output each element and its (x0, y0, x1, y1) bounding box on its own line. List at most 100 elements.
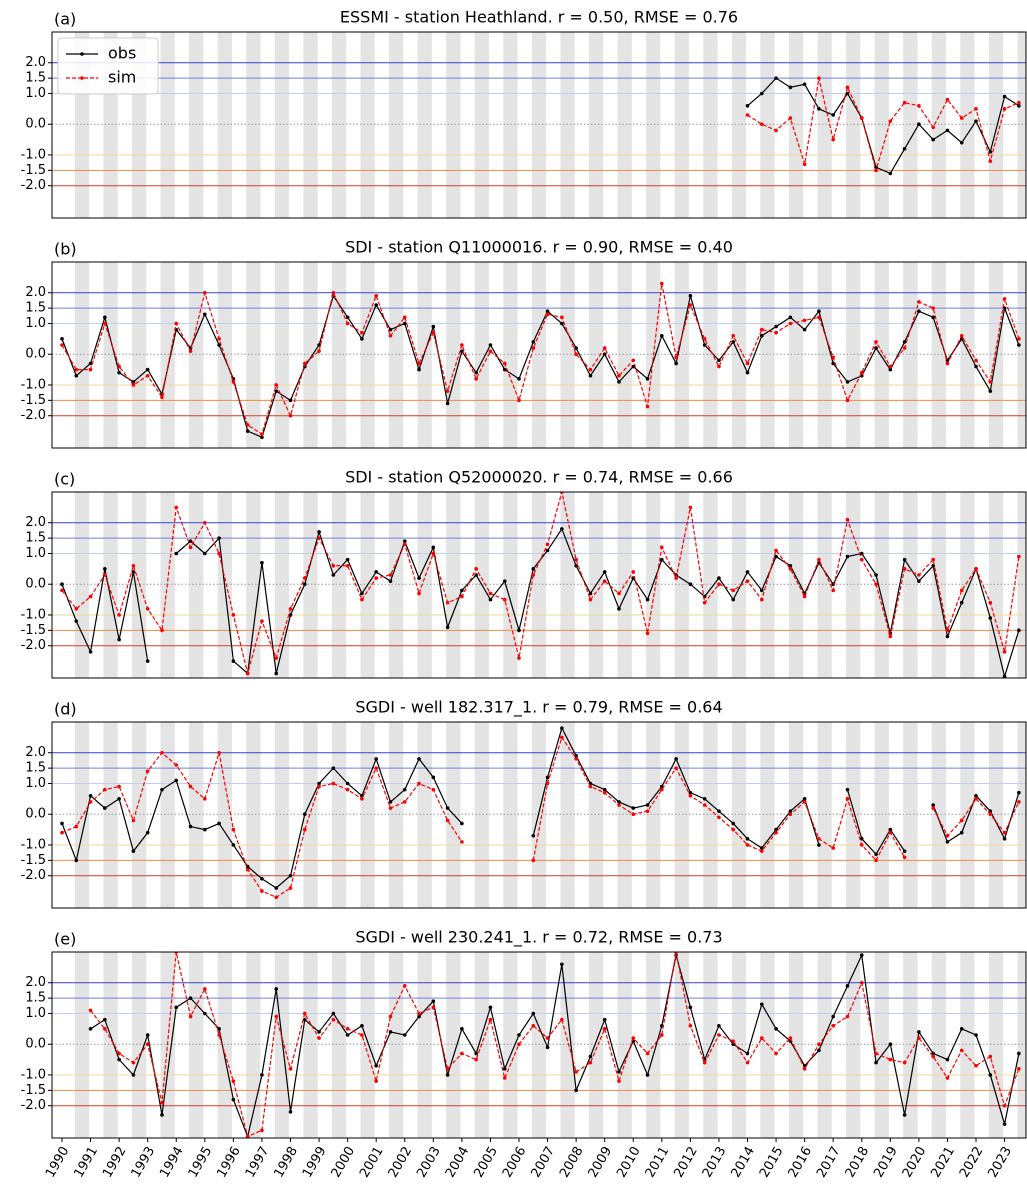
point (1002, 1122, 1007, 1126)
point (188, 1014, 193, 1019)
point (331, 1017, 336, 1022)
point (460, 343, 464, 347)
point (888, 119, 893, 123)
point (845, 984, 850, 988)
point (802, 318, 807, 323)
point (645, 631, 650, 636)
point (831, 846, 835, 850)
season-band (703, 262, 718, 448)
season-band (1017, 952, 1026, 1138)
x-tick-label: 1991 (72, 1144, 102, 1180)
season-band (560, 32, 575, 218)
point (945, 97, 950, 102)
point (345, 787, 350, 792)
point (388, 327, 393, 332)
point (74, 619, 79, 623)
point (774, 330, 778, 335)
season-band (731, 492, 747, 678)
season-band (988, 32, 1004, 218)
season-band (103, 722, 118, 908)
point (917, 1030, 921, 1034)
point (602, 579, 607, 583)
season-band (417, 492, 432, 678)
point (445, 401, 450, 406)
point (331, 766, 336, 770)
point (117, 797, 121, 801)
point (831, 1014, 835, 1019)
point (374, 757, 378, 761)
point (759, 846, 764, 850)
season-band (131, 492, 147, 678)
point (731, 333, 736, 338)
point (931, 1051, 935, 1056)
season-band (246, 492, 261, 678)
point (988, 600, 993, 605)
point (688, 294, 693, 298)
y-tick-label: 2.0 (25, 975, 46, 990)
point (360, 797, 364, 801)
point (631, 806, 636, 810)
point (917, 103, 921, 108)
y-tick-label: -1.0 (21, 377, 46, 392)
point (402, 800, 407, 804)
season-band (389, 262, 404, 448)
point (817, 107, 821, 111)
point (731, 588, 736, 593)
point (360, 597, 364, 602)
point (60, 821, 64, 826)
point (260, 619, 264, 623)
point (474, 567, 478, 571)
point (431, 545, 436, 550)
point (702, 343, 707, 347)
point (288, 1110, 293, 1114)
season-band (817, 492, 832, 678)
point (845, 787, 850, 792)
point (331, 1011, 336, 1016)
point (674, 766, 678, 770)
point (874, 346, 878, 350)
point (688, 303, 693, 307)
point (402, 539, 407, 543)
point (874, 340, 878, 344)
point (874, 573, 878, 577)
point (231, 843, 236, 847)
point (745, 579, 750, 583)
point (717, 815, 721, 820)
point (617, 1079, 621, 1083)
point (160, 787, 164, 792)
point (74, 824, 79, 829)
point (417, 781, 421, 786)
point (217, 343, 221, 347)
point (174, 778, 179, 783)
point (145, 1033, 150, 1037)
season-band (531, 262, 547, 448)
point (274, 886, 279, 890)
point (859, 551, 864, 556)
point (231, 380, 236, 384)
season-band (246, 722, 261, 908)
season-band (674, 492, 689, 678)
season-band (446, 492, 461, 678)
point (174, 763, 179, 767)
point (945, 1076, 950, 1080)
point (60, 343, 64, 347)
point (959, 600, 964, 605)
point (531, 573, 536, 577)
point (474, 377, 478, 381)
point (145, 830, 150, 835)
point (360, 793, 364, 798)
y-tick-label: -1.0 (21, 147, 46, 162)
season-band (246, 262, 261, 448)
point (859, 837, 864, 841)
point (1017, 800, 1021, 804)
y-tick-label: -2.0 (21, 638, 46, 653)
season-band (903, 722, 918, 908)
point (874, 1051, 878, 1056)
point (131, 380, 136, 384)
point (388, 1030, 393, 1034)
y-tick-label: -1.0 (21, 607, 46, 622)
point (702, 1060, 707, 1065)
x-tick-label: 2017 (814, 1144, 844, 1180)
point (402, 984, 407, 988)
point (988, 809, 993, 813)
